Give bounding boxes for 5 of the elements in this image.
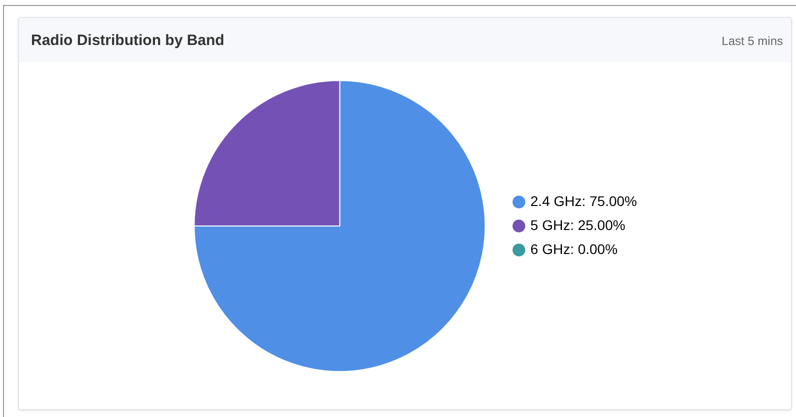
legend-label: 6 GHz: 0.00% xyxy=(530,240,618,257)
text: Last 5 mins xyxy=(722,34,783,48)
legend-label: 2.4 GHz: 75.00% xyxy=(530,192,638,209)
legend-label: 5 GHz: 25.00% xyxy=(530,216,626,233)
chart-title: Radio Distribution by Band xyxy=(31,32,224,49)
